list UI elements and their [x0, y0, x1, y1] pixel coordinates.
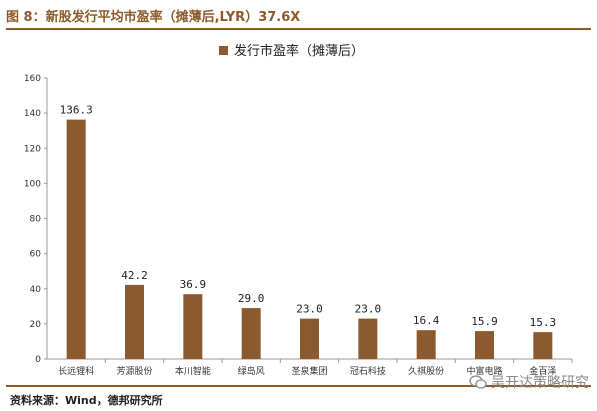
data-label: 23.0	[355, 303, 382, 316]
legend-swatch	[219, 46, 228, 55]
bar	[183, 294, 203, 359]
y-tick-label: 100	[24, 179, 41, 189]
data-label: 23.0	[296, 303, 323, 316]
y-tick-label: 20	[30, 320, 42, 330]
data-label: 16.4	[413, 314, 440, 327]
category-label: 冠石科技	[350, 365, 386, 377]
bar	[66, 119, 86, 359]
category-label: 圣泉集团	[291, 365, 327, 377]
bar	[300, 318, 319, 359]
data-label: 42.2	[121, 269, 148, 282]
data-label: 15.3	[530, 316, 557, 329]
figure-title: 图 8：新股发行平均市盈率（摊薄后,LYR）37.6X	[6, 10, 301, 25]
bar	[416, 330, 436, 359]
data-label: 29.0	[238, 292, 265, 305]
watermark-text: 吴开达策略研究	[491, 375, 589, 391]
y-tick-label: 60	[30, 250, 42, 260]
bar	[358, 318, 378, 359]
legend: 发行市盈率（摊薄后）	[219, 43, 364, 59]
y-tick-label: 140	[24, 109, 41, 119]
y-tick-label: 0	[35, 355, 41, 365]
wechat-icon	[469, 375, 487, 389]
bottom-divider	[6, 385, 591, 387]
bar	[475, 331, 494, 359]
category-label: 久祺股份	[408, 365, 444, 377]
bar	[241, 308, 261, 359]
title-divider	[6, 28, 591, 30]
category-label: 中富电路	[466, 365, 502, 377]
category-label: 长远锂科	[58, 365, 94, 377]
watermark: 吴开达策略研究	[469, 372, 589, 392]
bar	[533, 332, 553, 359]
source-note: 资料来源：Wind，德邦研究所	[10, 394, 163, 407]
data-label: 136.3	[60, 104, 93, 117]
category-label: 绿岛风	[238, 365, 265, 377]
y-tick-label: 120	[24, 144, 41, 154]
bar	[125, 284, 144, 359]
category-label: 本川智能	[175, 365, 211, 377]
y-tick-label: 160	[24, 74, 41, 84]
data-label: 36.9	[180, 278, 207, 291]
category-label: 芳源股份	[116, 365, 152, 377]
y-tick-label: 80	[30, 215, 42, 225]
legend-label: 发行市盈率（摊薄后）	[234, 43, 364, 59]
y-tick-label: 40	[30, 285, 42, 295]
category-label: 金百泽	[529, 365, 556, 377]
data-label: 15.9	[471, 315, 498, 328]
